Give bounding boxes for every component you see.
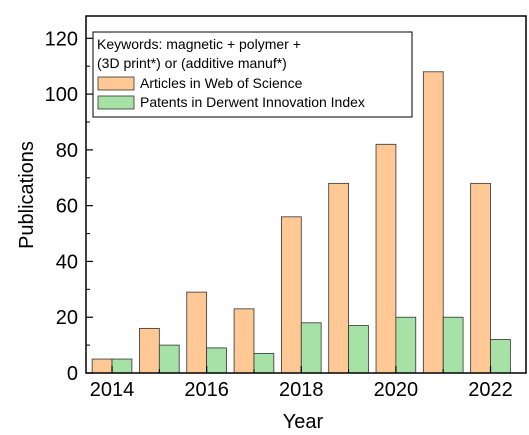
- x-tick-label-2022: 2022: [468, 379, 513, 401]
- bar-articles-2015: [139, 327, 160, 374]
- x-tick-label-2020: 2020: [374, 379, 419, 401]
- bars-layer: [91, 71, 511, 374]
- bar-patents-2014: [111, 358, 133, 374]
- bar-articles-2017: [233, 308, 255, 374]
- legend: Keywords: magnetic + polymer + (3D print…: [92, 31, 413, 118]
- x-tick-label-2016: 2016: [184, 379, 229, 401]
- y-tick-label-0: 0: [67, 363, 78, 385]
- bar-patents-2018: [300, 322, 322, 374]
- y-tick-label-20: 20: [56, 307, 78, 329]
- y-tick-label-100: 100: [45, 84, 78, 106]
- bar-patents-2017: [253, 353, 275, 374]
- legend-box: [92, 31, 413, 118]
- bar-patents-2021: [442, 316, 464, 374]
- x-tick-label-2018: 2018: [279, 379, 324, 401]
- legend-swatch-patents: [97, 95, 135, 110]
- y-tick-label-60: 60: [56, 196, 78, 218]
- legend-swatch-articles: [97, 76, 135, 91]
- bar-patents-2020: [395, 316, 417, 374]
- legend-title-line-2: (3D print*) or (additive manuf*): [97, 55, 287, 71]
- legend-title-line-1: Keywords: magnetic + polymer +: [97, 36, 301, 52]
- legend-label-patents: Patents in Derwent Innovation Index: [140, 94, 365, 110]
- bar-patents-2015: [158, 344, 180, 374]
- bar-articles-2020: [375, 143, 397, 374]
- y-tick-label-120: 120: [45, 28, 78, 50]
- x-axis-label: Year: [283, 411, 324, 433]
- bar-patents-2016: [206, 347, 227, 374]
- x-tick-label-2014: 2014: [90, 379, 135, 401]
- bar-articles-2014: [91, 358, 113, 374]
- bar-patents-2019: [348, 325, 369, 374]
- y-axis-label: Publications: [16, 141, 38, 249]
- bar-articles-2018: [280, 216, 302, 374]
- bar-articles-2016: [186, 291, 208, 374]
- bar-patents-2022: [490, 339, 511, 374]
- ticks-layer: 0 20 40 60 80 100 120 2014 2016 2018 2020 2022: [45, 28, 513, 401]
- bar-articles-2021: [422, 71, 444, 374]
- bar-articles-2019: [328, 182, 349, 374]
- y-tick-label-40: 40: [56, 251, 78, 273]
- y-tick-label-80: 80: [56, 140, 78, 162]
- plot-frame: [85, 15, 527, 374]
- legend-label-articles: Articles in Web of Science: [140, 75, 303, 91]
- bar-articles-2022: [470, 182, 491, 374]
